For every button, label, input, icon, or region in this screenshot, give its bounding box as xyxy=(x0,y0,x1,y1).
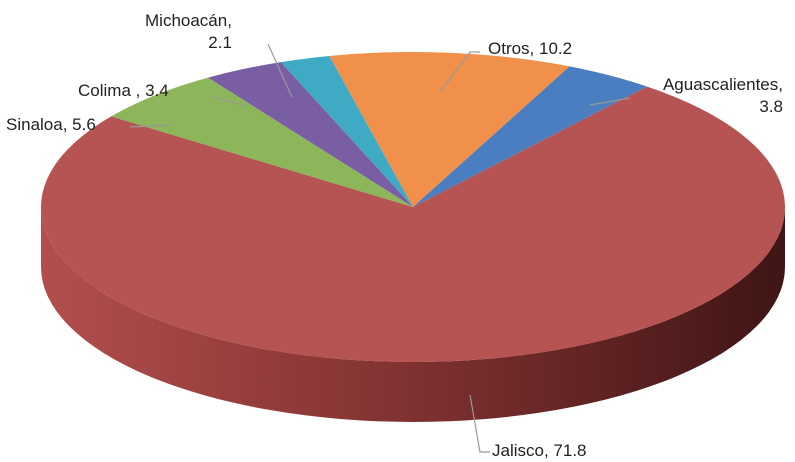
slice: Otros xyxy=(329,52,570,208)
data-label: Otros, 10.2 xyxy=(488,39,573,58)
slice: Sinaloa xyxy=(111,77,414,207)
leader-line xyxy=(212,96,247,107)
data-label: Aguascalientes, 3.8 xyxy=(662,75,783,116)
data-label: Sinaloa, 5.6 xyxy=(6,115,96,134)
leader-line xyxy=(267,43,293,98)
slice: Michoacán xyxy=(280,55,413,207)
data-label: Michoacán, 2.1 xyxy=(145,11,232,52)
slice: Jalisco xyxy=(40,86,786,362)
leader-lines xyxy=(129,43,631,453)
leader-line xyxy=(439,51,480,93)
slice: Colima xyxy=(208,62,413,207)
leader-line xyxy=(129,124,173,128)
leader-line xyxy=(469,394,490,453)
data-label: Jalisco, 71.8 xyxy=(492,441,587,460)
leader-line xyxy=(589,97,631,106)
data-label: Colima , 3.4 xyxy=(78,81,169,100)
slice-side xyxy=(41,207,785,422)
slice: Aguascalientes xyxy=(413,66,648,207)
